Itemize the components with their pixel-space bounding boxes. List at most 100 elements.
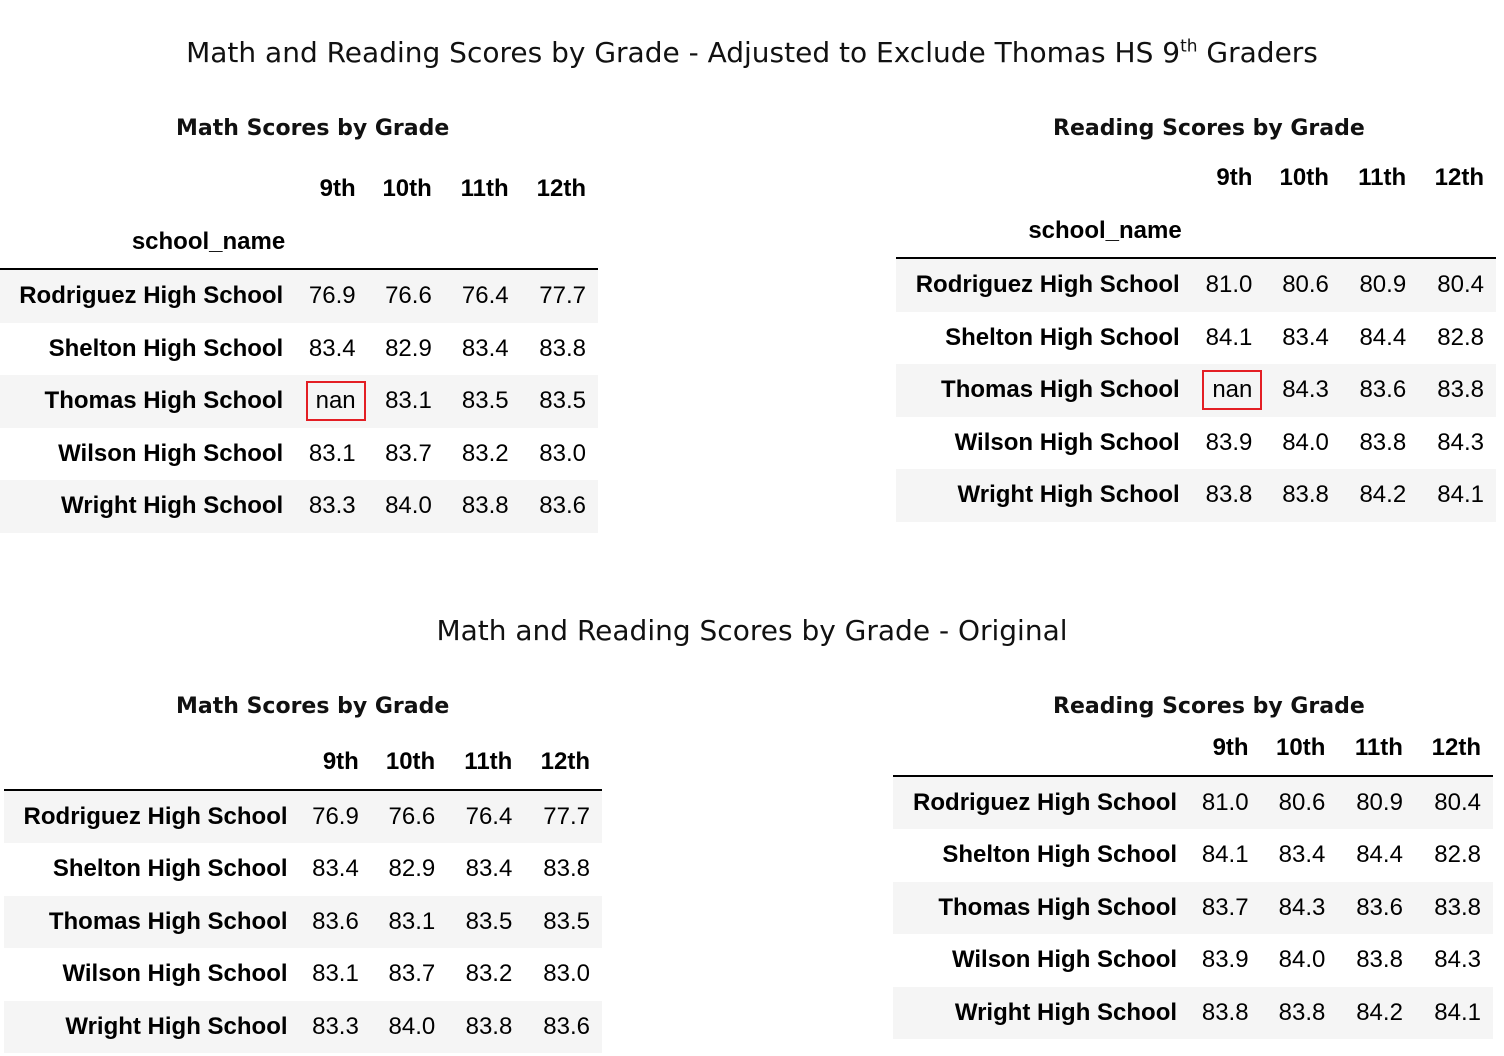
cell-value: 84.4 bbox=[1356, 841, 1403, 869]
cell-value: 83.6 bbox=[1359, 376, 1407, 404]
cell-value-highlighted: nan bbox=[297, 375, 367, 428]
cell-value: 83.1 bbox=[312, 960, 359, 988]
title-tail: Graders bbox=[1197, 36, 1318, 69]
cell-value: 83.2 bbox=[461, 439, 509, 467]
table-row: Shelton High School 84.1 83.4 84.4 82.8 bbox=[896, 312, 1496, 365]
cell-value: 84.3 bbox=[1278, 893, 1326, 921]
table-row: Thomas High School nan 84.3 83.6 83.8 bbox=[896, 364, 1496, 417]
column-header: 10th bbox=[382, 175, 432, 203]
table-row: Shelton High School 83.4 82.9 83.4 83.8 bbox=[4, 843, 602, 896]
table-row: Wilson High School 83.1 83.7 83.2 83.0 bbox=[0, 428, 598, 481]
index-name: school_name bbox=[1028, 216, 1182, 244]
cell-value: 83.6 bbox=[312, 907, 359, 935]
cell-value: 83.8 bbox=[1205, 481, 1253, 509]
cell-value: 80.9 bbox=[1340, 257, 1419, 312]
cell-value: 82.9 bbox=[385, 334, 432, 362]
cell-value: 80.9 bbox=[1337, 774, 1415, 829]
title-superscript: th bbox=[1180, 36, 1198, 57]
nan-highlight-box: nan bbox=[1202, 370, 1263, 411]
row-label: Wright High School bbox=[65, 1012, 288, 1040]
table-row: Thomas High School 83.7 84.3 83.6 83.8 bbox=[893, 881, 1493, 934]
row-label: Shelton High School bbox=[52, 855, 288, 883]
cell-value: 84.2 bbox=[1359, 481, 1407, 509]
cell-value: 82.8 bbox=[1434, 841, 1481, 869]
cell-value: 83.8 bbox=[1356, 946, 1403, 974]
column-header: 9th bbox=[322, 748, 359, 776]
original-reading-table: 9th 10th 11th 12th Rodriguez High School… bbox=[893, 722, 1493, 1039]
column-header: 9th bbox=[1216, 164, 1253, 192]
table-row: Wilson High School 83.9 84.0 83.8 84.3 bbox=[893, 934, 1493, 987]
cell-value: 83.8 bbox=[465, 1012, 513, 1040]
cell-value: 83.8 bbox=[539, 334, 586, 362]
row-label: Wilson High School bbox=[951, 946, 1178, 974]
cell-value: 83.1 bbox=[385, 387, 432, 415]
row-label: Wilson High School bbox=[58, 439, 284, 467]
table-caption: Math Scores by Grade bbox=[176, 694, 450, 719]
table-row: Rodriguez High School 76.9 76.6 76.4 77.… bbox=[0, 268, 598, 323]
table-row: Thomas High School nan 83.1 83.5 83.5 bbox=[0, 375, 598, 428]
cell-value: 83.5 bbox=[465, 907, 513, 935]
table-row: Wright High School 83.8 83.8 84.2 84.1 bbox=[896, 469, 1496, 522]
section-title-adjusted: Math and Reading Scores by Grade - Adjus… bbox=[0, 36, 1504, 69]
cell-value: 83.6 bbox=[1356, 893, 1403, 921]
table-row: Wright High School 83.3 84.0 83.8 83.6 bbox=[0, 480, 598, 533]
table-row: Wilson High School 83.1 83.7 83.2 83.0 bbox=[4, 948, 602, 1001]
column-header: 12th bbox=[540, 748, 590, 776]
adjusted-math-table: 9th 10th 11th 12th school_name Rodriguez… bbox=[0, 163, 598, 533]
cell-value: 84.1 bbox=[1205, 323, 1253, 351]
index-name-row: school_name bbox=[896, 205, 1496, 259]
section-title-original: Math and Reading Scores by Grade - Origi… bbox=[0, 614, 1504, 647]
cell-value: 83.4 bbox=[465, 855, 513, 883]
row-label: Wilson High School bbox=[62, 960, 288, 988]
table-row: Rodriguez High School 81.0 80.6 80.9 80.… bbox=[896, 257, 1496, 312]
column-header: 11th bbox=[460, 175, 509, 203]
row-label: Rodriguez High School bbox=[0, 268, 298, 323]
cell-value: 81.0 bbox=[1193, 257, 1265, 312]
cell-value: 80.4 bbox=[1418, 257, 1496, 312]
cell-value: 77.7 bbox=[520, 268, 598, 323]
cell-value: 83.8 bbox=[543, 855, 590, 883]
row-label: Thomas High School bbox=[941, 376, 1180, 404]
cell-value: 76.4 bbox=[443, 268, 521, 323]
row-label: Rodriguez High School bbox=[4, 788, 302, 843]
cell-value: 83.5 bbox=[461, 387, 509, 415]
row-label: Wright High School bbox=[954, 998, 1178, 1026]
index-name: school_name bbox=[131, 227, 286, 255]
cell-value: 83.7 bbox=[385, 439, 432, 467]
column-header: 10th bbox=[1276, 734, 1326, 762]
adjusted-reading-table: 9th 10th 11th 12th school_name Rodriguez… bbox=[896, 152, 1496, 522]
cell-value: 84.0 bbox=[1282, 428, 1329, 456]
cell-value: 83.1 bbox=[308, 439, 356, 467]
column-header-row: 9th 10th 11th 12th bbox=[893, 722, 1493, 776]
column-header: 12th bbox=[1431, 734, 1481, 762]
row-label: Wilson High School bbox=[954, 428, 1180, 456]
cell-value: 83.0 bbox=[543, 960, 590, 988]
cell-value: 83.8 bbox=[1201, 998, 1249, 1026]
cell-value: 83.4 bbox=[1282, 323, 1329, 351]
cell-value: 81.0 bbox=[1191, 774, 1261, 829]
nan-highlight-box: nan bbox=[305, 381, 366, 422]
cell-value: 83.9 bbox=[1205, 428, 1253, 456]
table-row: Rodriguez High School 76.9 76.6 76.4 77.… bbox=[4, 788, 602, 843]
cell-value: 83.0 bbox=[539, 439, 586, 467]
table-caption: Math Scores by Grade bbox=[176, 116, 450, 141]
cell-value: 83.2 bbox=[465, 960, 513, 988]
cell-value: 82.8 bbox=[1437, 323, 1484, 351]
cell-value: 84.1 bbox=[1201, 841, 1249, 869]
column-header: 10th bbox=[1279, 164, 1329, 192]
title-text: Math and Reading Scores by Grade - Origi… bbox=[436, 614, 1068, 647]
cell-value: 83.9 bbox=[1201, 946, 1249, 974]
column-header-row: 9th 10th 11th 12th bbox=[896, 152, 1496, 205]
index-name-row: school_name bbox=[0, 216, 598, 270]
cell-value: 83.7 bbox=[1201, 893, 1249, 921]
cell-value-highlighted: nan bbox=[1194, 364, 1265, 417]
cell-value: 84.3 bbox=[1434, 946, 1481, 974]
cell-value: 83.4 bbox=[1278, 841, 1326, 869]
table-row: Shelton High School 83.4 82.9 83.4 83.8 bbox=[0, 323, 598, 376]
column-header-row: 9th 10th 11th 12th bbox=[4, 736, 602, 790]
column-header: 9th bbox=[1212, 734, 1249, 762]
table-caption: Reading Scores by Grade bbox=[1053, 694, 1365, 719]
cell-value: 84.1 bbox=[1437, 481, 1484, 509]
row-label: Thomas High School bbox=[48, 907, 288, 935]
title-text: Math and Reading Scores by Grade - Adjus… bbox=[186, 36, 1181, 69]
